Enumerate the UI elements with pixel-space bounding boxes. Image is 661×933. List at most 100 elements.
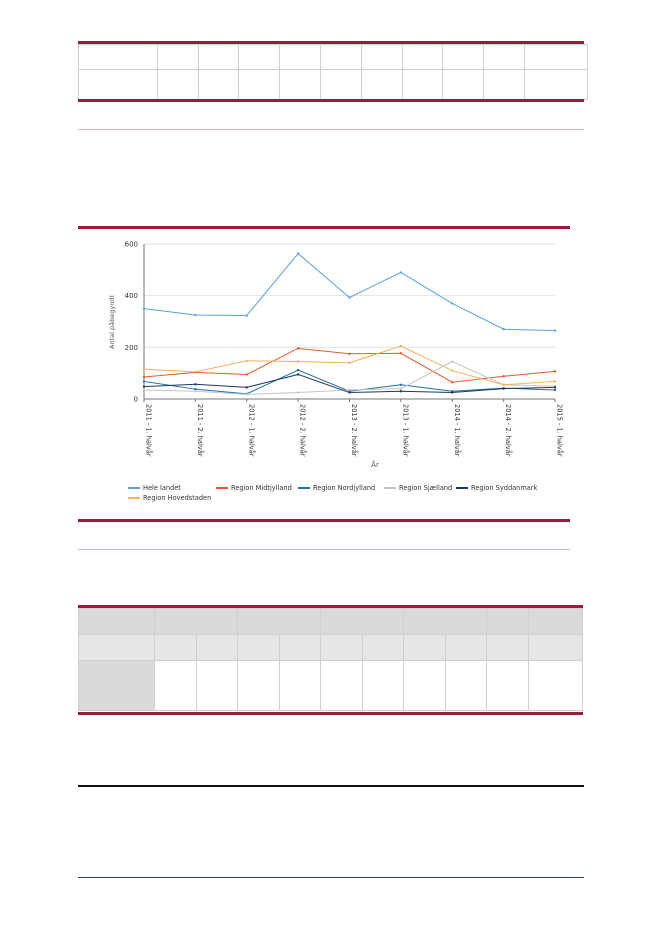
- data-point: [399, 390, 403, 393]
- table-header-cell: [195, 634, 239, 661]
- table-cell: [238, 44, 281, 70]
- data-point: [245, 393, 248, 396]
- data-point: [348, 388, 351, 392]
- data-point: [553, 329, 557, 332]
- data-point: [553, 386, 557, 389]
- legend-label: Region Hovedstaden: [143, 494, 212, 502]
- legend-item: Region Syddanmark: [456, 484, 537, 492]
- table-cell: [78, 44, 158, 70]
- legend-label: Hele landet: [143, 484, 181, 492]
- table-cell: [524, 69, 588, 100]
- table-cell: [403, 660, 446, 711]
- x-tick-label: 2014 - 1. halvår: [453, 404, 462, 457]
- x-tick-label: 2013 - 1. halvår: [401, 404, 410, 457]
- legend-swatch: [384, 487, 396, 489]
- y-axis-label: Antal påbegyndt: [107, 295, 116, 349]
- table-header-cell: [237, 634, 280, 661]
- chart-axes: 0 200 400 600 2011 - 1. halvår 2011 - 2. halv…: [125, 241, 565, 457]
- table-header-cell: [320, 634, 363, 661]
- line-chart: 0 200 400 600 2011 - 1. halvår 2011 - 2. halv…: [104, 232, 570, 514]
- table-cell: [278, 660, 322, 711]
- table-cell: [320, 44, 362, 70]
- legend-item: Region Hovedstaden: [128, 494, 211, 502]
- table-cell: [156, 44, 199, 70]
- y-tick-label: 400: [125, 292, 138, 300]
- data-point: [296, 368, 300, 372]
- data-point: [245, 314, 248, 317]
- data-point: [399, 352, 403, 355]
- x-tick-label: 2013 - 2. halvår: [350, 404, 359, 457]
- legend-swatch: [216, 487, 228, 489]
- x-tick-label: 2014 - 2. halvår: [504, 404, 513, 457]
- chart-series: [142, 252, 557, 396]
- table-header-cell: [237, 608, 322, 635]
- data-point: [502, 383, 505, 386]
- legend-label: Region Sjælland: [399, 484, 453, 492]
- table-cell: [279, 44, 321, 70]
- table-cell: [360, 44, 403, 70]
- data-point: [142, 385, 146, 388]
- table-cell: [195, 660, 239, 711]
- data-point: [194, 313, 197, 317]
- data-point: [194, 383, 197, 386]
- data-point: [502, 375, 505, 378]
- legend-label: Region Nordjylland: [313, 484, 376, 492]
- data-point: [502, 328, 505, 331]
- table-cell: [320, 69, 362, 100]
- table-cell: [486, 660, 529, 711]
- table-cell: [360, 69, 403, 100]
- x-axis-label: År: [371, 460, 379, 469]
- data-point: [142, 375, 146, 379]
- data-point: [245, 386, 248, 389]
- legend-swatch: [456, 487, 468, 489]
- data-point: [296, 360, 300, 363]
- line-chart-svg: 0 200 400 600 2011 - 1. halvår 2011 - 2. halv…: [107, 241, 565, 470]
- x-tick-label: 2012 - 2. halvår: [299, 404, 308, 457]
- table-cell: [320, 660, 363, 711]
- black-rule: [78, 785, 584, 787]
- legend-label: Region Midtjylland: [231, 484, 292, 492]
- data-point: [245, 373, 248, 376]
- table-cell: [442, 69, 485, 100]
- data-point: [399, 383, 403, 386]
- table-cell: [444, 660, 488, 711]
- data-point: [142, 380, 146, 383]
- table-cell: [156, 69, 199, 100]
- table-header-cell: [77, 608, 156, 635]
- data-point: [502, 387, 505, 390]
- data-point: [194, 387, 197, 391]
- legend-item: Region Midtjylland: [216, 484, 292, 492]
- bottom-table-top-border: [78, 605, 583, 608]
- chart-bottom-border: [78, 519, 570, 522]
- table-header-cell: [154, 634, 197, 661]
- data-point: [553, 380, 557, 383]
- data-point: [348, 296, 351, 299]
- table-cell: [279, 69, 321, 100]
- data-point: [553, 388, 557, 392]
- data-point: [451, 381, 454, 384]
- table-cell: [197, 69, 240, 100]
- data-point: [348, 391, 351, 394]
- y-tick-label: 200: [125, 344, 138, 352]
- data-point: [399, 387, 403, 390]
- data-point: [451, 302, 454, 305]
- table-header-cell: [320, 608, 405, 635]
- data-point: [399, 271, 403, 274]
- data-point: [142, 368, 146, 371]
- top-table-bottom-border: [78, 99, 584, 102]
- top-table: [78, 44, 588, 100]
- data-point: [451, 369, 454, 372]
- table-header-cell: [361, 634, 405, 661]
- data-point: [296, 347, 300, 350]
- table-header-cell: [154, 608, 239, 635]
- data-point: [296, 373, 300, 376]
- data-point: [399, 344, 403, 348]
- legend-swatch: [128, 497, 140, 499]
- table-cell: [524, 44, 588, 70]
- data-point: [194, 370, 197, 374]
- data-point: [296, 252, 300, 255]
- series-line: [143, 252, 556, 332]
- table-cell: [237, 660, 280, 711]
- legend-item: Hele landet: [128, 484, 181, 492]
- y-tick-label: 600: [125, 241, 138, 249]
